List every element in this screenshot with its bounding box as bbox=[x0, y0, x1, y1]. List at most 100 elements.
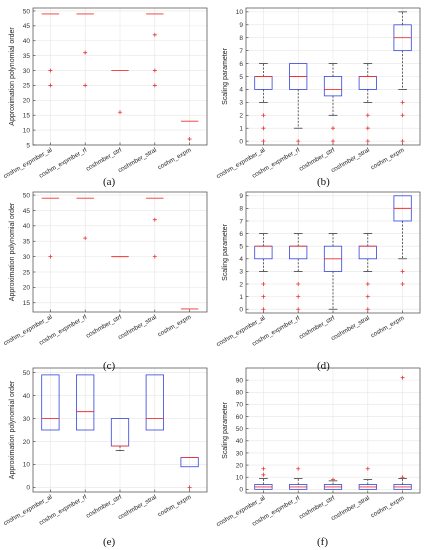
outlier-point bbox=[48, 68, 53, 73]
y-tick-label: 0 bbox=[239, 138, 243, 145]
y-tick-label: 30 bbox=[23, 416, 31, 423]
y-tick-label: 40 bbox=[23, 38, 31, 45]
y-tick-label: 9 bbox=[239, 22, 243, 29]
y-tick-label: 20 bbox=[23, 439, 31, 446]
y-axis-label: Scaling parameter bbox=[222, 401, 229, 458]
y-tick-label: 10 bbox=[236, 475, 244, 482]
y-tick-label: 1 bbox=[239, 125, 243, 132]
y-tick-label: 20 bbox=[236, 462, 244, 469]
outlier-point bbox=[261, 472, 266, 477]
box-coshm_expmber_al bbox=[41, 13, 60, 88]
y-tick-label: 50 bbox=[236, 426, 244, 433]
box-coshm_expm bbox=[393, 195, 412, 287]
box-coshm_expmber_al bbox=[41, 374, 60, 431]
outlier-point bbox=[400, 100, 405, 105]
outlier-point bbox=[187, 485, 192, 490]
outlier-point bbox=[365, 139, 370, 144]
box-coshm_expm bbox=[180, 120, 199, 142]
y-tick-label: 40 bbox=[23, 393, 31, 400]
panel-d: 0123456789coshm_expmber_alcoshm_expmber_… bbox=[215, 191, 421, 348]
y-tick-label: 6 bbox=[239, 61, 243, 68]
x-tick-label: coshmber_stral bbox=[330, 315, 371, 343]
y-tick-label: 7 bbox=[239, 218, 243, 225]
box-coshmber_strf bbox=[323, 233, 343, 310]
box-coshmber_strf bbox=[110, 418, 130, 452]
outlier-point bbox=[118, 110, 122, 115]
outlier-point bbox=[296, 466, 301, 471]
y-tick-label: 30 bbox=[23, 254, 31, 261]
box-coshmber_stral bbox=[146, 13, 164, 88]
box-body bbox=[323, 76, 343, 97]
outlier-point bbox=[400, 475, 405, 480]
outlier-point bbox=[365, 466, 370, 471]
y-tick-label: 5 bbox=[239, 74, 243, 81]
y-tick-label: 20 bbox=[23, 285, 31, 292]
outlier-point bbox=[152, 68, 157, 73]
box-body bbox=[76, 374, 95, 431]
outlier-point bbox=[365, 294, 370, 299]
y-tick-label: 1 bbox=[239, 294, 243, 301]
y-tick-label: 60 bbox=[236, 414, 244, 421]
box-coshmber_strf bbox=[111, 70, 129, 115]
y-tick-label: 10 bbox=[236, 9, 244, 16]
y-axis-label: Scaling parameter bbox=[222, 47, 229, 104]
axes-frame bbox=[245, 367, 421, 494]
y-tick-label: 80 bbox=[236, 390, 244, 397]
x-tick-label: coshm_expm bbox=[370, 315, 406, 340]
box-coshmber_stral bbox=[358, 466, 377, 490]
y-tick-label: 30 bbox=[23, 68, 31, 75]
caption-f: (f) bbox=[317, 536, 328, 548]
y-axis-label: Approximation polynomial order bbox=[9, 27, 16, 126]
y-tick-label: 45 bbox=[23, 208, 31, 215]
outlier-point bbox=[187, 137, 192, 142]
box-body bbox=[41, 374, 60, 431]
y-tick-label: 35 bbox=[23, 239, 31, 246]
box-coshmber_strf bbox=[323, 477, 343, 490]
outlier-point bbox=[83, 83, 88, 88]
caption-c: (c) bbox=[103, 360, 116, 372]
box-coshm_expm bbox=[393, 11, 412, 144]
x-tick-label: coshm_expm bbox=[370, 147, 406, 172]
axes-frame bbox=[32, 367, 208, 493]
outlier-point bbox=[365, 113, 370, 118]
y-tick-label: 30 bbox=[236, 450, 244, 457]
y-tick-label: 40 bbox=[236, 438, 244, 445]
x-tick-label: coshmber_stral bbox=[117, 147, 158, 175]
box-coshm_expmber_al bbox=[254, 63, 273, 144]
outlier-point bbox=[83, 50, 88, 55]
y-tick-label: 7 bbox=[239, 48, 243, 55]
y-tick-label: 10 bbox=[23, 127, 31, 134]
outlier-point bbox=[261, 294, 266, 299]
outlier-point bbox=[400, 269, 405, 274]
outlier-point bbox=[83, 236, 88, 241]
x-tick-label: coshm_expm bbox=[157, 494, 193, 519]
axes-frame bbox=[245, 7, 421, 146]
axes-frame bbox=[32, 7, 208, 146]
box-coshmber_strf bbox=[323, 63, 343, 144]
outlier-point bbox=[365, 126, 370, 131]
x-tick-label: coshmber_stral bbox=[330, 495, 371, 523]
box-coshmber_stral bbox=[358, 63, 377, 144]
outlier-point bbox=[261, 139, 266, 144]
y-tick-label: 8 bbox=[239, 206, 243, 213]
panel-a: 5101520253035404550coshm_expmber_alcoshm… bbox=[2, 7, 208, 180]
outlier-point bbox=[48, 254, 53, 259]
y-axis-label: Approximation polynomial order bbox=[9, 202, 16, 301]
x-tick-label: coshm_expm bbox=[157, 314, 193, 339]
box-coshm_expmber_rf bbox=[76, 197, 94, 241]
y-tick-label: 4 bbox=[239, 87, 243, 94]
box-coshmber_stral bbox=[145, 374, 164, 431]
y-tick-label: 4 bbox=[239, 256, 243, 263]
outlier-point bbox=[296, 139, 301, 144]
y-tick-label: 9 bbox=[239, 193, 243, 200]
panel-c: 1520253035404550coshm_expmber_alcoshm_ex… bbox=[2, 191, 208, 347]
box-coshm_expmber_al bbox=[41, 197, 60, 259]
y-tick-label: 25 bbox=[23, 269, 31, 276]
outlier-point bbox=[261, 466, 266, 471]
outlier-point bbox=[331, 477, 335, 482]
y-tick-label: 70 bbox=[236, 402, 244, 409]
y-tick-label: 2 bbox=[239, 281, 243, 288]
y-axis-label: Approximation polynomial order bbox=[9, 380, 16, 479]
outlier-point bbox=[365, 282, 370, 287]
panel-b: 012345678910coshm_expmber_alcoshm_expmbe… bbox=[215, 7, 421, 180]
